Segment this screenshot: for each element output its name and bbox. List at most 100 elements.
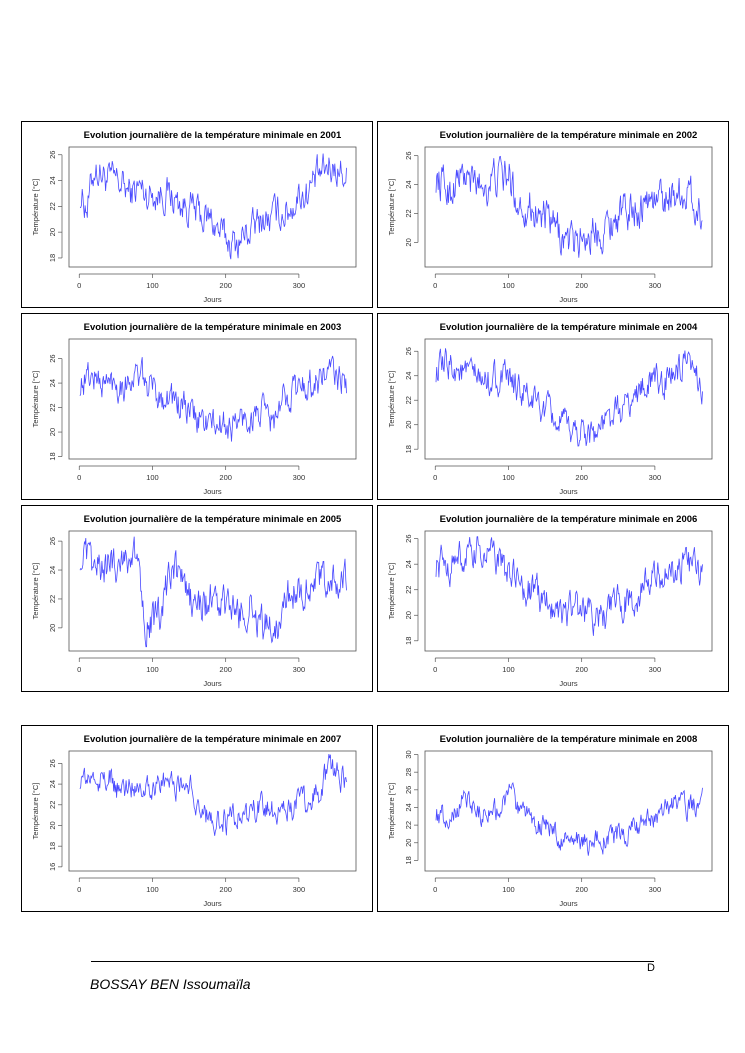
- y-tick-label: 22: [404, 821, 413, 829]
- x-tick-label: 200: [219, 885, 232, 894]
- x-tick-label: 0: [77, 885, 81, 894]
- temperature-series-line: [79, 153, 347, 260]
- x-tick-label: 200: [575, 665, 588, 674]
- x-tick-label: 300: [649, 665, 662, 674]
- page-marker: D: [647, 962, 655, 974]
- y-axis-label: Température [°C]: [387, 179, 396, 236]
- x-tick-label: 0: [433, 665, 437, 674]
- y-tick-label: 20: [404, 421, 413, 429]
- x-tick-label: 300: [293, 885, 306, 894]
- y-tick-label: 22: [48, 801, 57, 809]
- temperature-series-line: [435, 782, 703, 856]
- y-tick-label: 24: [48, 780, 57, 788]
- x-tick-label: 100: [146, 281, 159, 290]
- y-tick-label: 24: [48, 379, 57, 387]
- y-tick-label: 18: [404, 637, 413, 645]
- plot-frame: [424, 338, 713, 460]
- y-tick-label: 24: [404, 803, 413, 811]
- y-tick-label: 20: [48, 624, 57, 632]
- y-tick-label: 24: [404, 372, 413, 380]
- chart-title: Evolution journalière de la température …: [84, 514, 342, 525]
- chart-panel-2008: Evolution journalière de la température …: [377, 725, 729, 912]
- y-tick-label: 18: [404, 445, 413, 453]
- chart-svg: Evolution journalière de la température …: [31, 322, 357, 496]
- x-tick-label: 0: [433, 885, 437, 894]
- chart-title: Evolution journalière de la température …: [440, 514, 698, 525]
- plot-frame: [68, 750, 357, 872]
- y-tick-label: 26: [48, 759, 57, 767]
- chart-svg: Evolution journalière de la température …: [387, 734, 713, 908]
- x-axis-label: Jours: [203, 679, 222, 688]
- plot-frame: [424, 146, 713, 268]
- plot-frame: [424, 530, 713, 652]
- x-axis-label: Jours: [203, 295, 222, 304]
- chart-svg: Evolution journalière de la température …: [31, 514, 357, 688]
- y-tick-label: 26: [404, 152, 413, 160]
- y-tick-label: 24: [404, 560, 413, 568]
- y-tick-label: 18: [48, 254, 57, 262]
- x-tick-label: 200: [575, 885, 588, 894]
- y-tick-label: 18: [404, 856, 413, 864]
- chart-panel-2007: Evolution journalière de la température …: [21, 725, 373, 912]
- chart-panel-2001: Evolution journalière de la température …: [21, 121, 373, 308]
- x-axis-label: Jours: [559, 295, 578, 304]
- y-tick-label: 26: [404, 786, 413, 794]
- y-axis-label: Température [°C]: [387, 371, 396, 428]
- y-tick-label: 20: [404, 238, 413, 246]
- x-tick-label: 100: [502, 885, 515, 894]
- temperature-series-line: [79, 754, 347, 836]
- x-tick-label: 300: [293, 281, 306, 290]
- y-tick-label: 22: [48, 403, 57, 411]
- plot-frame: [68, 146, 357, 268]
- x-tick-label: 0: [433, 473, 437, 482]
- x-tick-label: 200: [219, 281, 232, 290]
- y-tick-label: 20: [48, 228, 57, 236]
- chart-svg: Evolution journalière de la température …: [387, 514, 713, 688]
- y-tick-label: 20: [404, 839, 413, 847]
- y-tick-label: 26: [48, 537, 57, 545]
- y-tick-label: 22: [404, 209, 413, 217]
- y-axis-label: Température [°C]: [387, 783, 396, 840]
- y-tick-label: 28: [404, 768, 413, 776]
- x-tick-label: 300: [293, 665, 306, 674]
- chart-title: Evolution journalière de la température …: [440, 322, 698, 333]
- x-tick-label: 0: [77, 281, 81, 290]
- y-axis-label: Température [°C]: [31, 179, 40, 236]
- y-axis-label: Température [°C]: [31, 783, 40, 840]
- chart-panel-2003: Evolution journalière de la température …: [21, 313, 373, 500]
- y-tick-label: 22: [48, 202, 57, 210]
- chart-panel-2006: Evolution journalière de la température …: [377, 505, 729, 692]
- x-tick-label: 100: [502, 473, 515, 482]
- x-axis-label: Jours: [203, 899, 222, 908]
- chart-title: Evolution journalière de la température …: [440, 130, 698, 141]
- y-tick-label: 24: [48, 176, 57, 184]
- chart-panel-2005: Evolution journalière de la température …: [21, 505, 373, 692]
- y-tick-label: 26: [404, 347, 413, 355]
- x-axis-label: Jours: [559, 487, 578, 496]
- x-tick-label: 300: [649, 885, 662, 894]
- footer-rule: [91, 961, 654, 962]
- y-tick-label: 26: [48, 354, 57, 362]
- plot-frame: [68, 338, 357, 460]
- y-tick-label: 22: [48, 595, 57, 603]
- chart-title: Evolution journalière de la température …: [84, 322, 342, 333]
- x-tick-label: 200: [219, 473, 232, 482]
- x-tick-label: 100: [146, 473, 159, 482]
- x-tick-label: 100: [146, 665, 159, 674]
- y-tick-label: 20: [48, 428, 57, 436]
- x-tick-label: 300: [649, 473, 662, 482]
- x-tick-label: 100: [502, 281, 515, 290]
- x-axis-label: Jours: [203, 487, 222, 496]
- x-tick-label: 100: [502, 665, 515, 674]
- plot-frame: [68, 530, 357, 652]
- plot-frame: [424, 750, 713, 872]
- x-tick-label: 200: [575, 281, 588, 290]
- temperature-series-line: [435, 536, 703, 636]
- y-tick-label: 18: [48, 842, 57, 850]
- temperature-series-line: [79, 536, 347, 648]
- y-tick-label: 16: [48, 863, 57, 871]
- x-axis-label: Jours: [559, 899, 578, 908]
- y-tick-label: 24: [404, 180, 413, 188]
- chart-panel-2002: Evolution journalière de la température …: [377, 121, 729, 308]
- footer-author: BOSSAY BEN Issoumaïla: [90, 976, 251, 992]
